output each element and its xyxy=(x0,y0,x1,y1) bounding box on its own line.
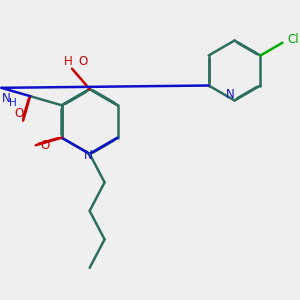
Text: H: H xyxy=(64,55,73,68)
Text: O: O xyxy=(79,55,88,68)
Text: O: O xyxy=(14,106,23,120)
Text: H: H xyxy=(9,98,16,108)
Text: Cl: Cl xyxy=(287,33,299,46)
Text: N: N xyxy=(84,149,92,162)
Text: N: N xyxy=(2,92,10,105)
Text: N: N xyxy=(226,88,234,101)
Text: O: O xyxy=(40,139,50,152)
